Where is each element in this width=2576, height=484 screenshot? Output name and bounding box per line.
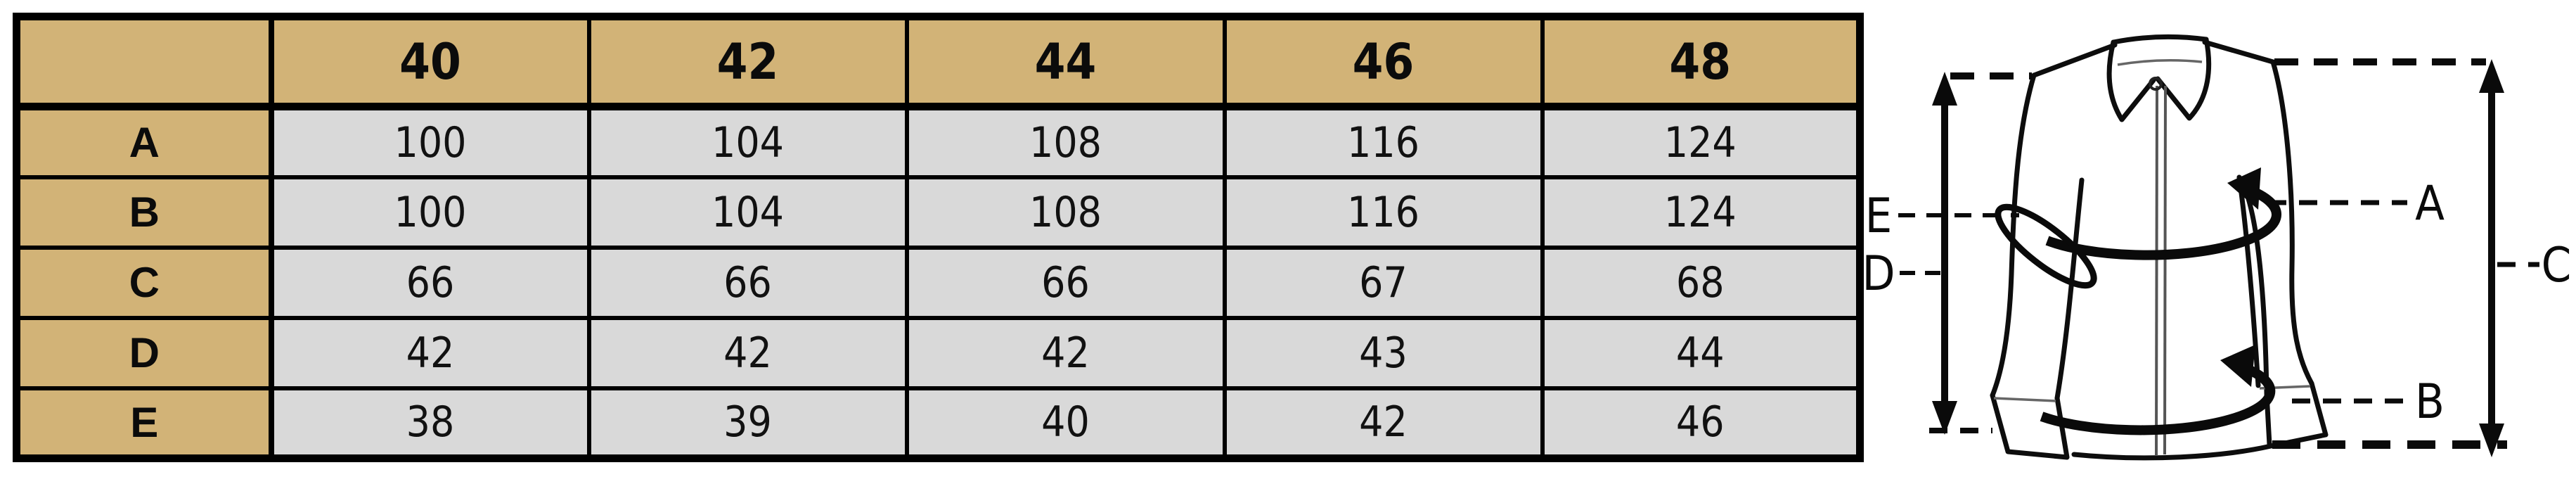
- hem-ellipse-arrowhead: [2220, 345, 2255, 387]
- table-cell: 66: [269, 245, 591, 320]
- zip-placket: [2155, 85, 2167, 457]
- label-d: D: [1862, 246, 1895, 302]
- chest-measure-ellipse: [2045, 184, 2281, 260]
- table-cell: 100: [269, 104, 591, 179]
- size-column-header: 48: [1540, 14, 1862, 110]
- chest-ellipse-arrowhead: [2227, 167, 2261, 210]
- table-cell: 46: [1540, 386, 1862, 461]
- guide-dashes: [1898, 58, 2539, 449]
- label-c: C: [2542, 238, 2572, 293]
- table-cell: 43: [1222, 315, 1545, 390]
- table-cell: 124: [1540, 104, 1862, 179]
- table-cell: 67: [1222, 245, 1545, 320]
- collar-button: [2149, 77, 2163, 91]
- size-column-header: 40: [269, 14, 591, 110]
- garment-measurement-diagram: A B C D E: [1842, 0, 2576, 484]
- row-label: C: [14, 245, 274, 320]
- table-row: E 38 39 40 42 46: [14, 386, 1862, 461]
- table-cell: 42: [904, 315, 1227, 390]
- table-row: A 100 104 108 116 124: [14, 104, 1862, 179]
- table-cell: 124: [1540, 174, 1862, 250]
- size-column-header: 46: [1222, 14, 1545, 110]
- label-a: A: [2415, 176, 2445, 231]
- table-cell: 104: [586, 174, 909, 250]
- sleeve-measure-ellipse: [1995, 203, 2097, 289]
- table-cell: 108: [904, 174, 1227, 250]
- table-row: D 42 42 42 43 44: [14, 315, 1862, 390]
- table-cell: 42: [1222, 386, 1545, 461]
- label-b: B: [2415, 374, 2445, 430]
- row-label: D: [14, 315, 274, 390]
- table-cell: 116: [1222, 174, 1545, 250]
- table-cell: 38: [269, 386, 591, 461]
- shirt-outline: [1990, 34, 2329, 461]
- table-row: B 100 104 108 116 124: [14, 174, 1862, 250]
- table-cell: 44: [1540, 315, 1862, 390]
- table-header-row: 40 42 44 46 48: [14, 14, 1862, 110]
- table-row: C 66 66 66 67 68: [14, 245, 1862, 320]
- table-cell: 100: [269, 174, 591, 250]
- total-length-arrow: [2479, 59, 2504, 457]
- size-column-header: 44: [904, 14, 1227, 110]
- table-cell: 68: [1540, 245, 1862, 320]
- table-cell: 108: [904, 104, 1227, 179]
- table-cell: 39: [586, 386, 909, 461]
- label-e: E: [1865, 189, 1893, 244]
- table-cell: 40: [904, 386, 1227, 461]
- hem-measure-ellipse: [2040, 361, 2276, 435]
- row-label: E: [14, 386, 274, 461]
- table-cell: 42: [269, 315, 591, 390]
- table-cell: 42: [586, 315, 909, 390]
- table-cell: 66: [586, 245, 909, 320]
- table-cell: 116: [1222, 104, 1545, 179]
- size-column-header: 42: [586, 14, 909, 110]
- table-cell: 66: [904, 245, 1227, 320]
- shirt-diagram-svg: A B C D E: [1862, 34, 2572, 461]
- header-corner-cell: [14, 14, 274, 110]
- size-table: 40 42 44 46 48 A 100 104 108 116 124 B 1…: [13, 13, 1864, 462]
- row-label: A: [14, 104, 274, 179]
- sleeve-length-arrow: [1932, 72, 1957, 435]
- row-label: B: [14, 174, 274, 250]
- table-cell: 104: [586, 104, 909, 179]
